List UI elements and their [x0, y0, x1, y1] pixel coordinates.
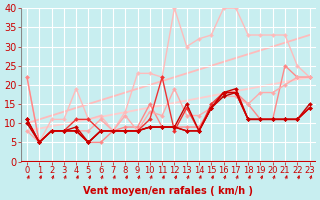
- X-axis label: Vent moyen/en rafales ( km/h ): Vent moyen/en rafales ( km/h ): [83, 186, 253, 196]
